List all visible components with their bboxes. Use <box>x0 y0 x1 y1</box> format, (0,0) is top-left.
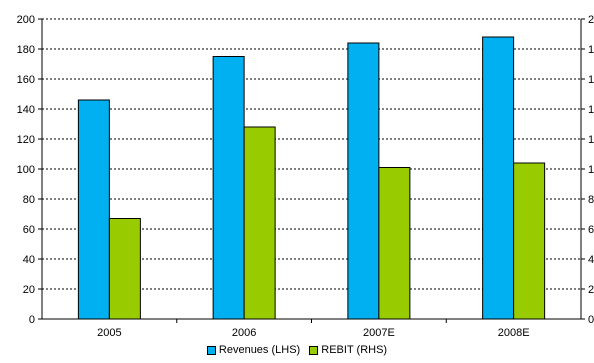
y2-tick-label: 8 <box>588 194 594 206</box>
y-tick-label: 100 <box>17 164 35 176</box>
x-tick-label: 2007E <box>363 327 395 339</box>
y2-tick-label: 20 <box>588 14 594 26</box>
legend-swatch-revenues <box>206 345 216 355</box>
y-tick-label: 80 <box>23 194 35 206</box>
bar-rebit <box>243 126 276 320</box>
y2-tick-label: 4 <box>588 254 594 266</box>
tick-labels: 0 0 20 2 40 4 60 6 80 8 100 10 120 12 140 14 160 16 180 18 2… <box>17 14 594 339</box>
bar-revenues <box>347 42 380 320</box>
y2-tick-label: 18 <box>588 44 594 56</box>
y2-tick-label: 14 <box>588 104 594 116</box>
y-tick-label: 200 <box>17 14 35 26</box>
y2-tick-label: 12 <box>588 134 594 146</box>
legend-item-revenues: Revenues (LHS) <box>206 344 301 356</box>
bar-revenues <box>482 36 515 320</box>
y-tick-label: 40 <box>23 254 35 266</box>
bar-revenues <box>77 99 110 320</box>
y-tick-label: 120 <box>17 134 35 146</box>
legend-label-rebit: REBIT (RHS) <box>321 344 388 356</box>
y-tick-label: 160 <box>17 74 35 86</box>
legend-label-revenues: Revenues (LHS) <box>218 344 301 356</box>
legend-item-rebit: REBIT (RHS) <box>309 344 387 356</box>
legend-swatch-rebit <box>309 345 319 355</box>
y2-tick-label: 16 <box>588 74 594 86</box>
x-tick-label: 2008E <box>498 327 530 339</box>
y-tick-label: 180 <box>17 44 35 56</box>
y2-tick-label: 6 <box>588 224 594 236</box>
bar-rebit <box>108 218 141 320</box>
x-tick-label: 2006 <box>232 327 256 339</box>
x-tick-label: 2005 <box>97 327 121 339</box>
y-tick-label: 0 <box>29 314 35 326</box>
axes <box>38 18 585 323</box>
bar-rebit <box>378 167 411 320</box>
legend: Revenues (LHS) REBIT (RHS) <box>0 344 594 358</box>
y2-tick-label: 2 <box>588 284 594 296</box>
y2-tick-label: 0 <box>588 314 594 326</box>
y2-tick-label: 10 <box>588 164 594 176</box>
y-tick-label: 20 <box>23 284 35 296</box>
bar-revenues <box>212 56 245 320</box>
bar-rebit <box>513 162 546 320</box>
y-tick-label: 140 <box>17 104 35 116</box>
y-tick-label: 60 <box>23 224 35 236</box>
